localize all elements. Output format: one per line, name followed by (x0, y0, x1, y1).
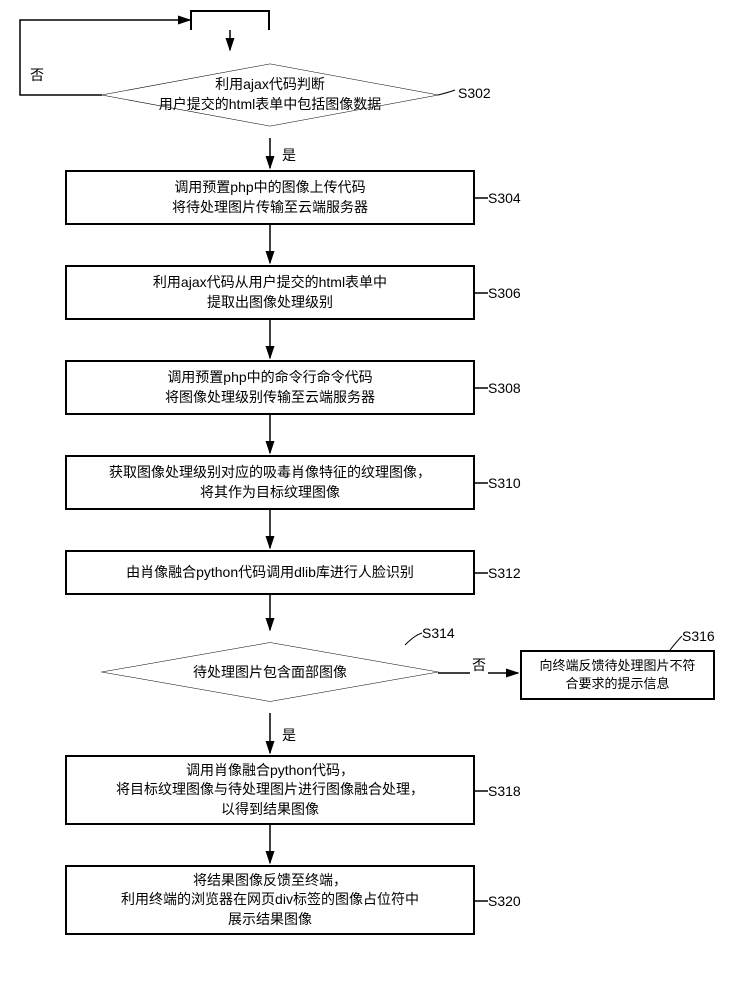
p2-line2: 提取出图像处理级别 (207, 293, 333, 313)
step-s310: S310 (488, 475, 521, 491)
p4-line1: 获取图像处理级别对应的吸毒肖像特征的纹理图像， (109, 463, 431, 483)
p7-line3: 以得到结果图像 (221, 800, 319, 820)
step-s304: S304 (488, 190, 521, 206)
process-s312: 由肖像融合python代码调用dlib库进行人脸识别 (65, 550, 475, 595)
step-s306: S306 (488, 285, 521, 301)
p7-line2: 将目标纹理图像与待处理图片进行图像融合处理， (116, 780, 424, 800)
p3-line1: 调用预置php中的命令行命令代码 (167, 368, 372, 388)
p6-line1: 向终端反馈待处理图片不符 (539, 657, 695, 675)
decision-s302: 利用ajax代码判断 用户提交的html表单中包括图像数据 (100, 50, 440, 140)
p4-line2: 将其作为目标纹理图像 (200, 483, 340, 503)
process-s316: 向终端反馈待处理图片不符 合要求的提示信息 (520, 650, 715, 700)
process-s318: 调用肖像融合python代码， 将目标纹理图像与待处理图片进行图像融合处理， 以… (65, 755, 475, 825)
p7-line1: 调用肖像融合python代码， (186, 761, 354, 781)
p1-line1: 调用预置php中的图像上传代码 (174, 178, 365, 198)
d1-line2: 用户提交的html表单中包括图像数据 (159, 95, 381, 115)
p5-line1: 由肖像融合python代码调用dlib库进行人脸识别 (126, 563, 414, 583)
p8-line3: 展示结果图像 (228, 910, 312, 930)
p3-line2: 将图像处理级别传输至云端服务器 (165, 388, 375, 408)
p1-line2: 将待处理图片传输至云端服务器 (172, 198, 368, 218)
step-s320: S320 (488, 893, 521, 909)
process-s308: 调用预置php中的命令行命令代码 将图像处理级别传输至云端服务器 (65, 360, 475, 415)
label-yes-2: 是 (280, 725, 298, 745)
label-yes-1: 是 (280, 145, 298, 165)
step-s314: S314 (422, 625, 455, 641)
flowchart-container: 利用ajax代码判断 用户提交的html表单中包括图像数据 调用预置php中的图… (10, 10, 723, 990)
p8-line1: 将结果图像反馈至终端， (193, 871, 347, 891)
p8-line2: 利用终端的浏览器在网页div标签的图像占位符中 (121, 890, 419, 910)
step-s312: S312 (488, 565, 521, 581)
p2-line1: 利用ajax代码从用户提交的html表单中 (153, 273, 387, 293)
label-no-1: 否 (28, 65, 46, 85)
start-node (190, 10, 270, 30)
step-s308: S308 (488, 380, 521, 396)
step-s318: S318 (488, 783, 521, 799)
step-s316: S316 (682, 628, 715, 644)
process-s304: 调用预置php中的图像上传代码 将待处理图片传输至云端服务器 (65, 170, 475, 225)
d2-line1: 待处理图片包含面部图像 (193, 663, 347, 683)
process-s306: 利用ajax代码从用户提交的html表单中 提取出图像处理级别 (65, 265, 475, 320)
decision-s314: 待处理图片包含面部图像 (100, 630, 440, 715)
label-no-2: 否 (470, 655, 488, 675)
d1-line1: 利用ajax代码判断 (159, 75, 381, 95)
process-s320: 将结果图像反馈至终端， 利用终端的浏览器在网页div标签的图像占位符中 展示结果… (65, 865, 475, 935)
p6-line2: 合要求的提示信息 (565, 675, 669, 693)
step-s302: S302 (458, 85, 491, 101)
process-s310: 获取图像处理级别对应的吸毒肖像特征的纹理图像， 将其作为目标纹理图像 (65, 455, 475, 510)
